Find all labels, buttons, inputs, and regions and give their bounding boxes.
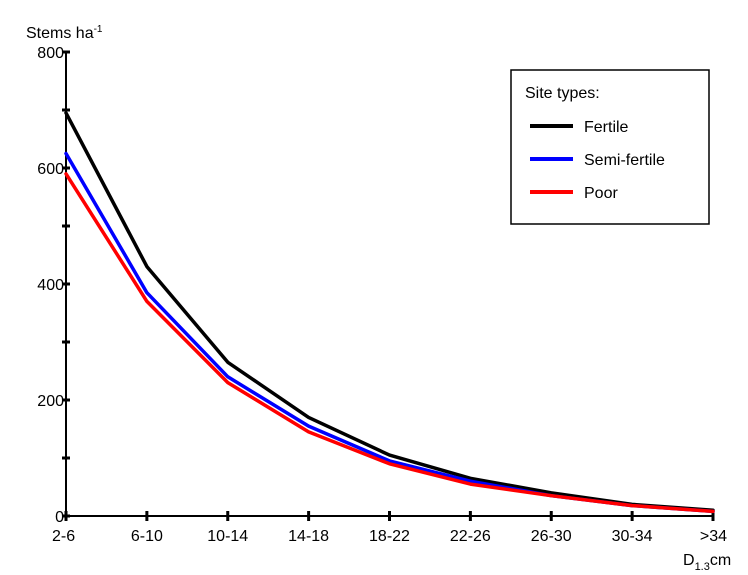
- y-tick-label: 600: [37, 161, 64, 178]
- x-tick-label: 6-10: [131, 528, 163, 545]
- x-axis-label-suffix: cm: [710, 552, 731, 569]
- x-tick-label: 2-6: [52, 528, 75, 545]
- legend-label: Poor: [584, 185, 618, 202]
- x-tick-label: 18-22: [369, 528, 410, 545]
- y-tick-label: 200: [37, 393, 64, 410]
- x-ticks: 2-6 6-10 10-14 14-18 18-22 22-26 26-30 30-34 >34: [52, 511, 727, 545]
- legend-label: Semi-fertile: [584, 152, 665, 169]
- legend-title: Site types:: [525, 85, 600, 102]
- x-tick-label: 22-26: [450, 528, 491, 545]
- x-axis-label-sub: 1.3: [695, 561, 710, 573]
- y-axis-label: Stems ha-1: [26, 24, 103, 42]
- x-tick-label: 30-34: [612, 528, 653, 545]
- series-line-poor: [64, 172, 715, 514]
- x-tick-label: 10-14: [207, 528, 248, 545]
- x-tick-label: 14-18: [288, 528, 329, 545]
- x-tick-label: 26-30: [531, 528, 572, 545]
- x-axis-label: D1.3cm: [683, 552, 731, 573]
- y-ticks: 0 200 400 600 800: [37, 45, 70, 526]
- legend-items: Fertile Semi-fertile Poor: [530, 119, 665, 202]
- y-axis-label-text: Stems ha: [26, 25, 94, 42]
- legend-label: Fertile: [584, 119, 629, 136]
- legend-box: [510, 69, 710, 225]
- legend: Site types: Fertile Semi-fertile Poor: [510, 69, 710, 225]
- y-tick-label: 0: [55, 509, 64, 526]
- x-tick-label: >34: [700, 528, 727, 545]
- x-axis-label-prefix: D: [683, 552, 695, 569]
- y-tick-label: 400: [37, 277, 64, 294]
- y-tick-label: 800: [37, 45, 64, 62]
- series-line-fertile: [64, 111, 715, 512]
- series-lines: [64, 111, 715, 514]
- y-axis-label-sup: -1: [94, 24, 103, 35]
